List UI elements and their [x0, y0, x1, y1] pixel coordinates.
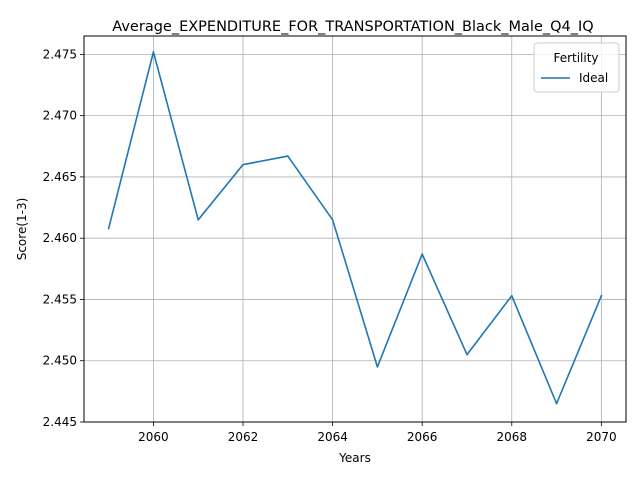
- data-point: [600, 294, 603, 297]
- x-axis-label: Years: [338, 451, 371, 465]
- y-tick-label: 2.455: [43, 292, 77, 306]
- data-point: [510, 294, 513, 297]
- legend-title: Fertility: [553, 51, 598, 65]
- grid-lines: [84, 36, 626, 423]
- x-tick-label: 2066: [407, 430, 438, 444]
- data-point: [152, 51, 155, 53]
- y-tick-label: 2.445: [43, 415, 77, 429]
- x-tick-label: 2068: [497, 430, 528, 444]
- series-line-ideal: [107, 51, 603, 405]
- data-point: [331, 219, 334, 221]
- data-point: [376, 366, 379, 368]
- x-tick-label: 2060: [138, 430, 169, 444]
- x-axis: 2060 2062 2064 2066 2068 2070: [138, 422, 617, 444]
- x-tick-label: 2062: [228, 430, 259, 444]
- y-axis: 2.445 2.450 2.455 2.460 2.465 2.470 2.475: [43, 47, 84, 429]
- plot-frame: [83, 35, 627, 423]
- legend-box: [533, 42, 620, 93]
- data-point: [197, 219, 200, 221]
- y-tick-label: 2.475: [43, 47, 77, 61]
- chart-title: Average_EXPENDITURE_FOR_TRANSPORTATION_B…: [112, 19, 593, 35]
- legend-label-ideal: Ideal: [579, 71, 608, 85]
- data-point: [242, 163, 244, 166]
- data-point: [287, 155, 289, 157]
- y-tick-label: 2.460: [43, 231, 77, 245]
- data-point: [107, 227, 110, 230]
- x-tick-label: 2070: [586, 430, 617, 444]
- x-tick-label: 2064: [317, 430, 348, 444]
- y-tick-label: 2.450: [43, 354, 77, 368]
- series-layer: [107, 51, 603, 405]
- data-point: [421, 253, 423, 255]
- y-axis-label: Score(1-3): [15, 198, 29, 261]
- data-point: [466, 353, 468, 356]
- legend: Fertility Ideal: [533, 42, 620, 93]
- y-tick-label: 2.465: [43, 170, 77, 184]
- data-point: [555, 402, 558, 405]
- y-tick-label: 2.470: [43, 109, 77, 123]
